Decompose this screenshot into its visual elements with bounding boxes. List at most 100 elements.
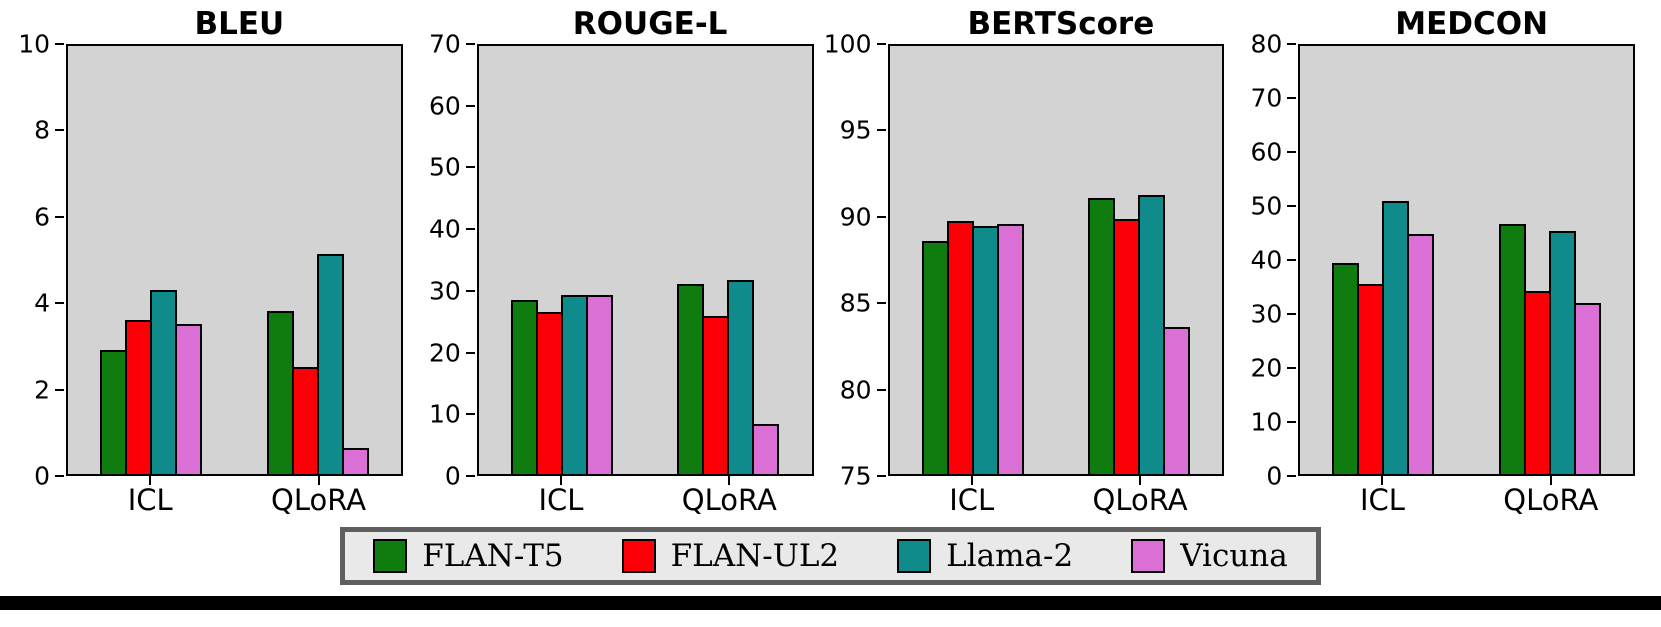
y-tick-mark xyxy=(1287,259,1297,261)
y-tick-mark xyxy=(1287,205,1297,207)
y-tick-mark xyxy=(55,43,64,45)
legend-label: FLAN-UL2 xyxy=(670,537,840,574)
bar-llama-2-icl xyxy=(150,289,178,474)
x-tick-mark xyxy=(1381,476,1384,485)
plot-area xyxy=(1298,44,1635,476)
y-tick-mark xyxy=(465,104,475,107)
bar-llama-2-qlora xyxy=(1138,194,1166,474)
bar-vicuna-qlora xyxy=(341,448,369,474)
chart-panel-bertscore: BERTScore 75 80 85 90 95 100 ICL QLoRA xyxy=(824,4,1239,522)
y-tick-mark xyxy=(465,43,475,45)
x-tick-mark xyxy=(149,476,152,485)
bar-flan-ul2-icl xyxy=(535,311,563,474)
y-tick-mark xyxy=(1287,421,1297,423)
bar-llama-2-qlora xyxy=(727,280,755,474)
bar-group-qlora xyxy=(677,46,780,474)
bar-group-qlora xyxy=(1088,46,1191,474)
bar-flan-ul2-qlora xyxy=(1523,290,1551,474)
legend-item-flan-t5: FLAN-T5 xyxy=(373,537,564,574)
y-tick-label: 10 xyxy=(428,399,461,429)
plot-wrap: 0 2 4 6 8 10 xyxy=(18,32,403,489)
x-tick-label: ICL xyxy=(538,483,584,517)
y-tick-label: 60 xyxy=(1250,137,1283,167)
y-tick-label: 80 xyxy=(839,375,872,405)
legend-swatch-icon xyxy=(621,539,656,573)
legend-label: Llama-2 xyxy=(946,537,1074,574)
bar-group-icl xyxy=(921,46,1024,474)
x-tick-label: ICL xyxy=(949,483,995,517)
bar-vicuna-icl xyxy=(175,324,203,474)
y-tick-mark xyxy=(55,129,64,132)
x-tick-mark xyxy=(1549,476,1552,485)
plot-wrap: 75 80 85 90 95 100 xyxy=(824,32,1225,489)
y-tick-mark xyxy=(465,413,475,416)
x-tick-mark xyxy=(728,476,731,485)
y-tick-label: 75 xyxy=(839,461,872,491)
bar-flan-t5-qlora xyxy=(266,311,294,474)
legend-swatch-icon xyxy=(373,539,408,573)
bar-flan-ul2-qlora xyxy=(291,367,319,474)
y-axis: 0 2 4 6 8 10 xyxy=(10,32,56,489)
y-tick-mark xyxy=(465,166,475,169)
y-tick-label: 95 xyxy=(839,115,872,145)
plot-area xyxy=(476,44,814,476)
bar-flan-t5-icl xyxy=(510,299,538,474)
bar-llama-2-qlora xyxy=(1548,230,1576,474)
y-tick-label: 80 xyxy=(1250,29,1283,59)
y-tick-label: 90 xyxy=(839,202,872,232)
y-tick-mark xyxy=(465,475,475,477)
bar-flan-ul2-icl xyxy=(1357,284,1385,474)
legend-label: Vicuna xyxy=(1180,537,1288,574)
bar-group-icl xyxy=(100,46,203,474)
bar-flan-t5-icl xyxy=(100,349,128,474)
y-tick-mark xyxy=(55,215,64,218)
y-axis: 0 10 20 30 40 50 60 70 xyxy=(421,32,467,489)
legend-swatch-icon xyxy=(1131,539,1166,573)
y-tick-mark xyxy=(876,475,886,477)
y-tick-label: 4 xyxy=(34,288,50,318)
y-tick-mark xyxy=(465,351,475,354)
y-axis: 75 80 85 90 95 100 xyxy=(824,32,878,489)
bottom-rule xyxy=(0,596,1661,610)
bar-group-qlora xyxy=(1498,46,1601,474)
bar-flan-t5-icl xyxy=(921,241,949,474)
x-tick-label: QLoRA xyxy=(1092,483,1188,517)
y-tick-label: 40 xyxy=(1250,245,1283,275)
bar-flan-ul2-qlora xyxy=(702,316,730,474)
y-tick-mark xyxy=(876,43,886,45)
y-tick-label: 40 xyxy=(428,214,461,244)
bar-group-qlora xyxy=(266,46,369,474)
y-tick-label: 50 xyxy=(1250,191,1283,221)
legend-item-llama-2: Llama-2 xyxy=(897,539,1073,573)
y-tick-label: 20 xyxy=(428,338,461,368)
x-axis: ICL QLoRA xyxy=(477,476,814,522)
x-tick-label: QLoRA xyxy=(1503,483,1599,517)
chart-panel-bleu: BLEU 0 2 4 6 8 10 ICL QLoRA xyxy=(6,4,417,522)
bar-flan-t5-qlora xyxy=(1498,223,1526,474)
charts-row: BLEU 0 2 4 6 8 10 ICL QLoRA ROUGE-L 0 10 20 30 40 5… xyxy=(6,4,1635,522)
y-tick-mark xyxy=(876,302,886,305)
chart-title: BLEU xyxy=(194,6,285,42)
legend: FLAN-T5 FLAN-UL2 Llama-2 Vicuna xyxy=(340,527,1321,585)
x-axis: ICL QLoRA xyxy=(66,476,403,522)
y-tick-label: 30 xyxy=(428,276,461,306)
y-tick-mark xyxy=(1287,151,1297,153)
y-tick-label: 85 xyxy=(839,288,872,318)
y-tick-mark xyxy=(55,302,64,305)
y-tick-label: 0 xyxy=(34,461,50,491)
bar-flan-t5-qlora xyxy=(677,283,705,474)
bar-vicuna-icl xyxy=(996,224,1024,474)
bar-vicuna-qlora xyxy=(752,423,780,474)
legend-label: FLAN-T5 xyxy=(422,537,564,574)
legend-item-vicuna: Vicuna xyxy=(1131,539,1288,573)
y-tick-mark xyxy=(1287,43,1297,45)
chart-panel-rouge-l: ROUGE-L 0 10 20 30 40 50 60 70 ICL QLoRA xyxy=(417,4,828,522)
x-tick-mark xyxy=(970,476,973,485)
y-tick-mark xyxy=(1287,313,1297,315)
y-tick-label: 60 xyxy=(428,91,461,121)
y-tick-label: 50 xyxy=(428,152,461,182)
y-tick-mark xyxy=(1287,367,1297,369)
x-axis: ICL QLoRA xyxy=(1298,476,1635,522)
y-tick-mark xyxy=(1287,475,1297,477)
y-tick-mark xyxy=(55,475,64,477)
